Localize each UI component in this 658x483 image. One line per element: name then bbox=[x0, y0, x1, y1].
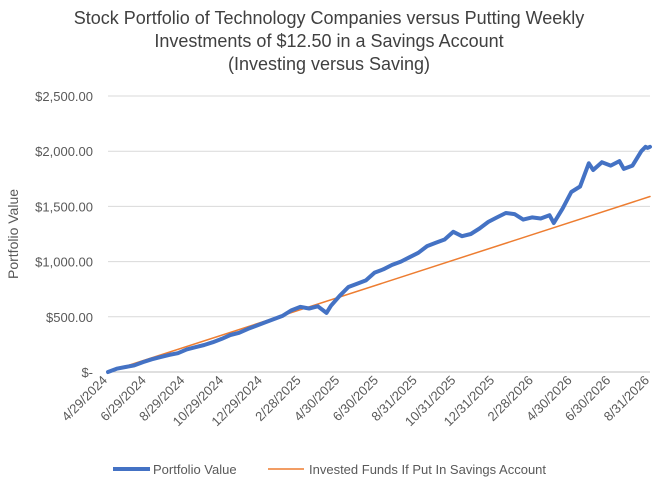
x-tick-labels: 4/29/20246/29/20248/29/202410/29/202412/… bbox=[59, 373, 653, 430]
series-line-portfolio bbox=[106, 144, 652, 374]
chart-title-line-1: Stock Portfolio of Technology Companies … bbox=[74, 8, 585, 28]
y-tick-label: $500.00 bbox=[46, 310, 93, 325]
y-tick-label: $2,000.00 bbox=[35, 144, 93, 159]
chart-title-line-2: Investments of $12.50 in a Savings Accou… bbox=[154, 31, 503, 51]
y-axis-label: Portfolio Value bbox=[5, 189, 21, 279]
chart-title-line-3: (Investing versus Saving) bbox=[228, 54, 430, 74]
y-tick-labels: $- $500.00 $1,000.00 $1,500.00 $2,000.00 $2,5… bbox=[35, 89, 93, 380]
y-tick-label: $1,000.00 bbox=[35, 255, 93, 270]
series-lines bbox=[106, 144, 652, 374]
series-line-savings bbox=[107, 195, 651, 373]
legend: Portfolio Value Invested Funds If Put In… bbox=[113, 462, 546, 477]
gridlines bbox=[108, 95, 650, 373]
legend-label-portfolio: Portfolio Value bbox=[153, 462, 237, 477]
y-tick-label: $1,500.00 bbox=[35, 199, 93, 214]
legend-label-savings: Invested Funds If Put In Savings Account bbox=[309, 462, 546, 477]
y-tick-label: $2,500.00 bbox=[35, 89, 93, 104]
y-tick-label: $- bbox=[81, 365, 93, 380]
